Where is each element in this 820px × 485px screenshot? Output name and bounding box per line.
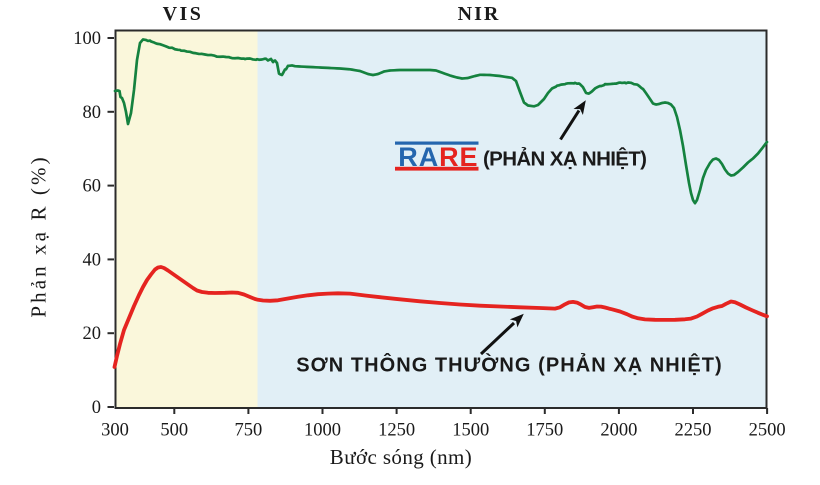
svg-text:Phản xạ R (%): Phản xạ R (%)	[27, 154, 51, 317]
svg-text:1000: 1000	[304, 421, 341, 441]
svg-text:60: 60	[83, 177, 102, 197]
svg-text:100: 100	[73, 29, 101, 49]
svg-text:40: 40	[83, 250, 102, 270]
svg-text:1500: 1500	[452, 421, 489, 441]
svg-text:20: 20	[83, 324, 102, 344]
svg-text:750: 750	[235, 421, 263, 441]
svg-text:(PHẢN XẠ NHIỆT): (PHẢN XẠ NHIỆT)	[483, 147, 646, 171]
svg-text:0: 0	[92, 398, 101, 418]
svg-text:1750: 1750	[526, 421, 563, 441]
svg-text:2500: 2500	[749, 421, 786, 441]
svg-text:80: 80	[83, 103, 102, 123]
svg-text:SƠN THÔNG THƯỜNG (PHẢN XẠ NHIỆ: SƠN THÔNG THƯỜNG (PHẢN XẠ NHIỆT)	[296, 353, 723, 377]
svg-text:300: 300	[101, 421, 129, 441]
svg-text:RARE: RARE	[398, 142, 478, 172]
svg-text:2250: 2250	[675, 421, 712, 441]
svg-text:Bước sóng (nm): Bước sóng (nm)	[330, 445, 472, 469]
svg-text:2000: 2000	[600, 421, 637, 441]
svg-text:1250: 1250	[378, 421, 415, 441]
svg-text:NIR: NIR	[458, 3, 501, 25]
svg-text:VIS: VIS	[163, 3, 204, 25]
svg-text:500: 500	[160, 421, 188, 441]
